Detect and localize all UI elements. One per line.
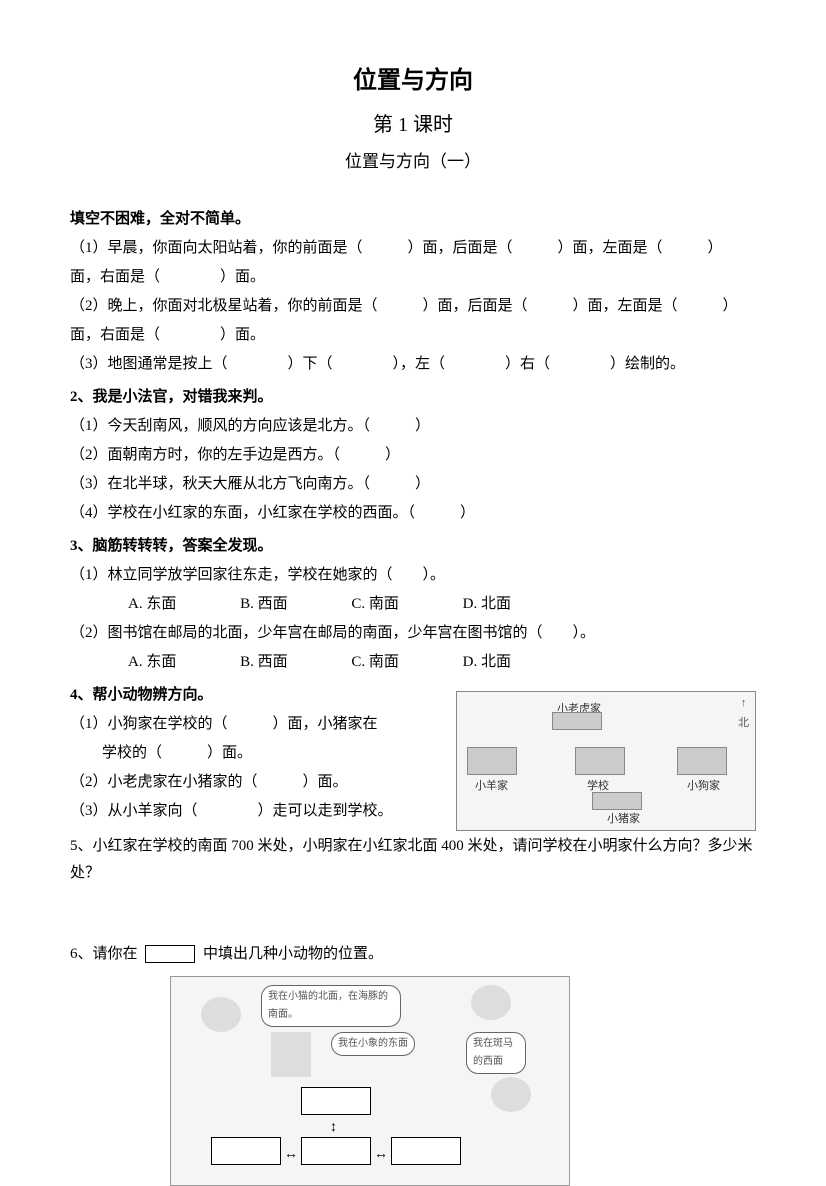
q6-text: 6、请你在 中填出几种小动物的位置。 <box>70 941 756 968</box>
q1-header: 填空不困难，全对不简单。 <box>70 206 756 233</box>
q3-options1: A. 东面 B. 西面 C. 南面 D. 北面 <box>70 591 756 618</box>
answer-box <box>211 1137 281 1165</box>
q4-item2: （2）小老虎家在小猪家的（ ）面。 <box>70 769 450 796</box>
speech-bubble-2: 我在小象的东面 <box>331 1032 415 1056</box>
north-indicator: ↑北 <box>738 694 749 734</box>
house-icon <box>592 792 642 810</box>
q1-item3: （3）地图通常是按上（ ）下（ ），左（ ）右（ ）绘制的。 <box>70 351 756 378</box>
q3-opt1-c: C. 南面 <box>351 591 399 618</box>
q1-item1: （1）早晨，你面向太阳站着，你的前面是（ ）面，后面是（ ）面，左面是（ ） <box>70 235 756 262</box>
animal-icon <box>271 1032 311 1077</box>
q5-text: 5、小红家在学校的南面 700 米处，小明家在小红家北面 400 米处，请问学校… <box>70 833 756 887</box>
house-icon <box>467 747 517 775</box>
q3-item2: （2）图书馆在邮局的北面，少年宫在邮局的南面，少年宫在图书馆的（ ）。 <box>70 620 756 647</box>
label-dog: 小狗家 <box>687 777 720 797</box>
label-sheep: 小羊家 <box>475 777 508 797</box>
q6-text-after: 中填出几种小动物的位置。 <box>203 946 383 962</box>
q6-diagram-image: 我在小猫的北面，在海豚的南面。 我在小象的东面 我在斑马的西面 ↕ ↔ ↔ <box>170 976 570 1186</box>
q2-item4: （4）学校在小红家的东面，小红家在学校的西面。（ ） <box>70 500 756 527</box>
answer-box <box>301 1137 371 1165</box>
speech-bubble-1: 我在小猫的北面，在海豚的南面。 <box>261 985 401 1027</box>
q3-opt2-c: C. 南面 <box>351 649 399 676</box>
q3-item1: （1）林立同学放学回家往东走，学校在她家的（ ）。 <box>70 562 756 589</box>
q4-item3: （3）从小羊家向（ ）走可以走到学校。 <box>70 798 450 825</box>
arrow-icon: ↔ <box>284 1142 298 1167</box>
animal-icon <box>471 985 511 1020</box>
animal-icon <box>491 1077 531 1112</box>
spacer <box>70 889 756 939</box>
q2-header: 2、我是小法官，对错我来判。 <box>70 384 756 411</box>
speech-bubble-3: 我在斑马的西面 <box>466 1032 526 1074</box>
q3-opt1-b: B. 西面 <box>240 591 288 618</box>
arrow-icon: ↔ <box>374 1142 388 1167</box>
q4-item1b: 学校的（ ）面。 <box>70 740 450 767</box>
main-title: 位置与方向 <box>70 60 756 103</box>
q2-item3: （3）在北半球，秋天大雁从北方飞向南方。（ ） <box>70 471 756 498</box>
q3-opt2-b: B. 西面 <box>240 649 288 676</box>
q4-container: （1）小狗家在学校的（ ）面，小猪家在 学校的（ ）面。 （2）小老虎家在小猪家… <box>70 711 756 825</box>
animal-icon <box>201 997 241 1032</box>
q4-item1: （1）小狗家在学校的（ ）面，小猪家在 <box>70 711 450 738</box>
answer-box <box>391 1137 461 1165</box>
sub-title: 第 1 课时 <box>70 107 756 143</box>
q3-opt2-d: D. 北面 <box>463 649 511 676</box>
q3-options2: A. 东面 B. 西面 C. 南面 D. 北面 <box>70 649 756 676</box>
arrow-icon: ↕ <box>330 1115 337 1140</box>
section-title: 位置与方向（一） <box>70 147 756 178</box>
q1-item2b: 面，右面是（ ）面。 <box>70 322 756 349</box>
q4-map-image: ↑北 小老虎家 小羊家 学校 小狗家 小猪家 <box>456 691 756 831</box>
school-icon <box>575 747 625 775</box>
q6-blank-box <box>145 945 195 963</box>
q3-opt1-a: A. 东面 <box>128 591 176 618</box>
q6-text-before: 6、请你在 <box>70 946 138 962</box>
q1-item1b: 面，右面是（ ）面。 <box>70 264 756 291</box>
q3-header: 3、脑筋转转转，答案全发现。 <box>70 533 756 560</box>
house-icon <box>677 747 727 775</box>
q2-item1: （1）今天刮南风，顺风的方向应该是北方。（ ） <box>70 413 756 440</box>
q3-opt1-d: D. 北面 <box>463 591 511 618</box>
q3-opt2-a: A. 东面 <box>128 649 176 676</box>
q2-item2: （2）面朝南方时，你的左手边是西方。（ ） <box>70 442 756 469</box>
q1-item2: （2）晚上，你面对北极星站着，你的前面是（ ）面，后面是（ ）面，左面是（ ） <box>70 293 756 320</box>
house-icon <box>552 712 602 730</box>
label-pig: 小猪家 <box>607 810 640 830</box>
answer-box <box>301 1087 371 1115</box>
q4-text: （1）小狗家在学校的（ ）面，小猪家在 学校的（ ）面。 （2）小老虎家在小猪家… <box>70 711 450 825</box>
